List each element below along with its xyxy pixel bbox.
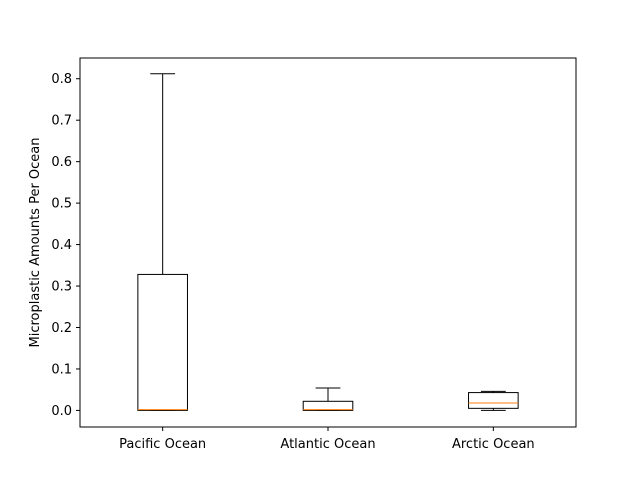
box-iqr: [302, 400, 354, 411]
x-axis: Pacific Ocean Atlantic Ocean Arctic Ocean: [119, 427, 535, 452]
x-tick-label: Atlantic Ocean: [280, 437, 375, 452]
y-tick-label: 0.7: [51, 114, 72, 129]
y-axis: 0.0 0.1 0.2 0.3 0.4 0.5 0.6 0.7 0.8: [51, 72, 80, 419]
y-axis-label: Microplastic Amounts Per Ocean: [28, 137, 43, 347]
box-arctic-ocean: [468, 390, 519, 411]
y-tick-label: 0.8: [51, 72, 72, 87]
x-tick-label: Arctic Ocean: [452, 437, 535, 452]
y-tick-label: 0.3: [51, 280, 72, 295]
plot-area: [80, 58, 576, 427]
x-tick-label: Pacific Ocean: [119, 437, 206, 452]
box-iqr: [137, 273, 188, 411]
box-atlantic-ocean: [302, 387, 354, 411]
y-tick-label: 0.6: [51, 155, 72, 170]
y-tick-label: 0.2: [51, 321, 72, 336]
box-iqr: [468, 392, 519, 409]
box-pacific-ocean: [137, 73, 188, 411]
y-tick-label: 0.5: [51, 197, 72, 212]
y-tick-label: 0.4: [51, 238, 72, 253]
plot-frame: [79, 57, 577, 428]
y-tick-label: 0.1: [51, 362, 72, 377]
boxes: [137, 73, 519, 411]
y-tick-label: 0.0: [51, 404, 72, 419]
